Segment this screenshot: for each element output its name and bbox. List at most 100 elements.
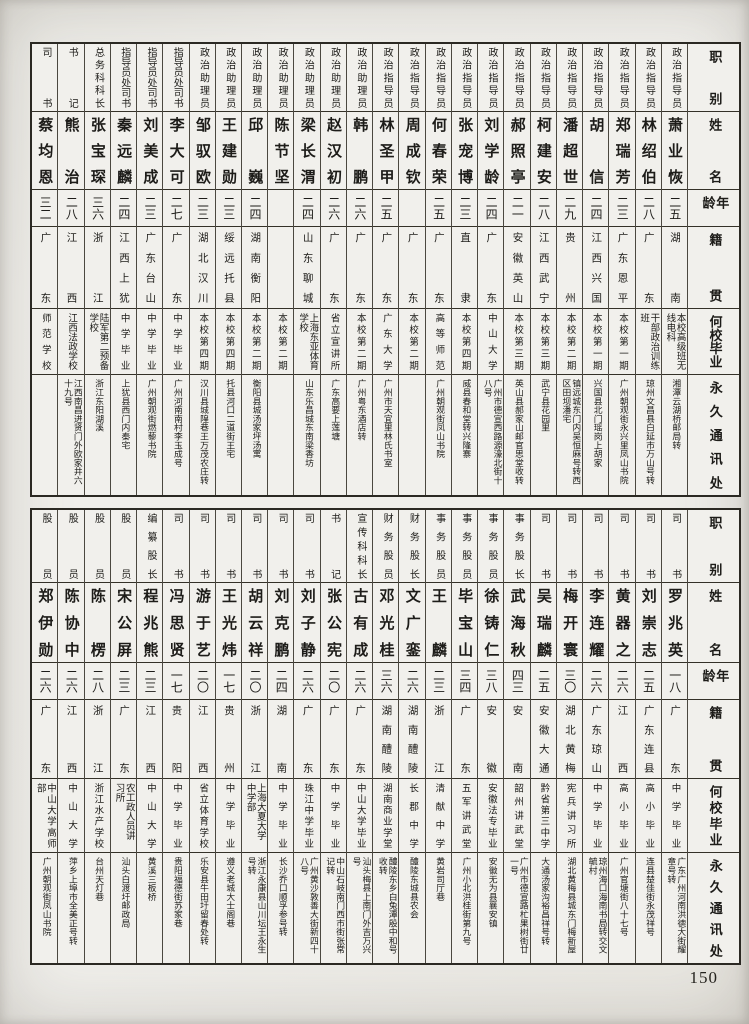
name-text: 胡云祥: [246, 588, 265, 657]
name-text: 黄器之: [613, 588, 632, 657]
address-cell: 上犹县西门内秦宅: [111, 375, 136, 495]
position-text: 司书: [302, 513, 314, 579]
position-cell: 政治指导员: [451, 44, 478, 112]
address-cell: 武宁县花园里: [531, 375, 556, 495]
position-text: 政治助理员: [223, 47, 235, 108]
age-text: 二三: [143, 669, 158, 693]
address-text: 汉川县城隍巷王万茂农庄转: [198, 379, 209, 485]
name-text: 郑伊勋: [36, 588, 55, 657]
address-text: 浙江东阳湖溪: [93, 379, 104, 432]
name-cell: 宋公屏: [110, 583, 137, 663]
position-text: 司书: [643, 513, 655, 579]
address-text: 汕头梅县上南门外吉万兴号: [350, 857, 371, 954]
origin-text: 江西上犹: [118, 232, 131, 303]
person-column: 政治指导员 柯建安 二八 江西武宁 本校第三期 武宁县花园里: [529, 44, 556, 495]
name-text: 张宝琛: [88, 117, 107, 184]
age-text: 二七: [169, 196, 184, 220]
age-cell: 三〇: [556, 663, 583, 700]
name-cell: 胡云祥: [242, 583, 268, 663]
age-cell: 二六: [346, 663, 373, 700]
position-text: 事务股员: [486, 513, 498, 579]
age-text: 三六: [379, 669, 394, 693]
age-text: 二三: [457, 196, 472, 220]
header-cell: 职别: [688, 510, 739, 583]
position-text: 政治指导员: [564, 47, 576, 108]
origin-text: 山东聊城: [301, 232, 314, 303]
position-text: 政治助理员: [354, 47, 366, 108]
school-cell: 本校第二期: [556, 309, 583, 375]
school-cell: 长郡中学: [399, 779, 425, 853]
address-cell: 汕头梅县上南门外吉万兴号: [347, 853, 372, 963]
person-column: 政治助理员 韩鹏 二六 广东 本校第二期 广州粤东酒店转: [345, 44, 373, 495]
name-cell: 柯建安: [530, 112, 556, 190]
address-cell: 兴国县北门瑶岗上胡家: [583, 375, 608, 495]
position-text: 编纂股长: [144, 513, 156, 579]
position-text: 司书: [564, 513, 576, 579]
position-text: 事务股员: [433, 513, 445, 579]
person-column: 政治指导员 何春荣 二五 广东 高等师范 广州朝观街凤山书院: [424, 44, 451, 495]
age-text: 二四: [116, 196, 131, 220]
address-text: 遵义老城大士阁巷: [224, 857, 235, 928]
school-cell: 江西法政学校: [58, 309, 84, 375]
position-text: 政治指导员: [512, 47, 524, 108]
address-cell: 汉川县城隍巷王万茂农庄转: [190, 375, 215, 495]
origin-cell: 江西: [189, 700, 215, 779]
name-text: 刘学龄: [482, 117, 501, 184]
school-cell: 中学毕业: [320, 779, 346, 853]
name-text: 罗兆英: [666, 588, 685, 657]
address-text: 琼州海口海南书局转交文毓村: [586, 857, 607, 954]
position-cell: 事务股长: [504, 510, 530, 583]
person-column: 政治助理员 邹驭欧 二三 湖北汉川 本校第四期 汉川县城隍巷王万茂农庄转: [188, 44, 215, 495]
origin-cell: 绥远托县: [215, 227, 242, 309]
age-cell: 二六: [294, 663, 320, 700]
age-text: 二三: [431, 669, 446, 693]
age-cell: 二一: [504, 190, 530, 227]
header-cell: 姓名: [688, 112, 739, 190]
name-cell: 周成钦: [399, 112, 425, 190]
name-text: 秦远麟: [115, 117, 134, 184]
name-text: 郝照亭: [508, 117, 527, 184]
age-text: 二六: [300, 669, 315, 693]
age-cell: 二六: [609, 663, 635, 700]
name-cell: 张公宪: [320, 583, 346, 663]
age-text: 二五: [431, 196, 446, 220]
person-column: 指导员处司书 秦远麟 二四 江西上犹 中学毕业 上犹县西门内秦宅: [109, 44, 137, 495]
age-text: 三四: [457, 669, 472, 693]
school-cell: 黔省第三中学: [530, 779, 556, 853]
school-text: 本校第二期: [407, 313, 419, 370]
position-cell: 政治指导员: [504, 44, 530, 112]
school-text: 中学毕业: [328, 783, 340, 848]
school-cell: 省立宣讲所: [320, 309, 346, 375]
person-column: 事务股员 王麟 二三 浙江 清献中学 黄岩司厅巷: [424, 510, 451, 963]
origin-cell: 安徽大通: [530, 700, 556, 779]
school-text: 上海东亚体育学校: [297, 313, 319, 370]
school-cell: 本校第四期: [451, 309, 478, 375]
person-column: 政治指导员 萧业恢 二五 湖南 本校高级班无线电科 湘潭云湖桥邮局转: [660, 44, 687, 495]
position-cell: 政治指导员: [635, 44, 661, 112]
age-cell: 二四: [294, 190, 320, 227]
name-cell: 刘子静: [294, 583, 320, 663]
address-cell: 英山县郝家山邮官思堂收转: [504, 375, 529, 495]
address-text: 广州官塘街八十七号: [617, 857, 628, 937]
school-cell: 五军讲武堂: [451, 779, 478, 853]
school-text: 上海大夏大学中学部: [244, 783, 266, 840]
school-cell: 广东大学: [373, 309, 399, 375]
name-text: 刘子静: [298, 588, 317, 657]
origin-text: 浙江: [432, 705, 445, 773]
name-text: 柯建安: [534, 117, 553, 184]
origin-cell: 广东: [163, 227, 189, 309]
position-cell: 司书: [556, 510, 583, 583]
age-cell: 二三: [137, 663, 163, 700]
position-cell: 政治助理员: [215, 44, 242, 112]
header-label: 永久通讯处: [706, 859, 722, 957]
name-cell: 郑伊勋: [32, 583, 58, 663]
name-cell: 邹驭欧: [189, 112, 215, 190]
origin-cell: 浙江: [242, 700, 268, 779]
position-cell: 政治助理员: [268, 44, 294, 112]
age-text: 二六: [589, 669, 604, 693]
school-cell: 高小毕业: [609, 779, 635, 853]
name-text: 冯思贤: [167, 588, 186, 657]
position-cell: 股员: [32, 510, 58, 583]
school-text: 中学毕业: [171, 313, 183, 370]
